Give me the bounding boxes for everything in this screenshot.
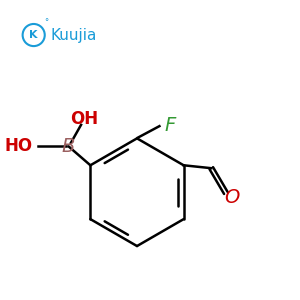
Text: F: F xyxy=(164,116,175,135)
Text: Kuujia: Kuujia xyxy=(51,28,97,43)
Text: O: O xyxy=(224,188,239,207)
Text: °: ° xyxy=(44,18,48,27)
Text: B: B xyxy=(62,137,75,156)
Text: K: K xyxy=(29,30,38,40)
Text: HO: HO xyxy=(4,137,32,155)
Text: OH: OH xyxy=(70,110,98,128)
